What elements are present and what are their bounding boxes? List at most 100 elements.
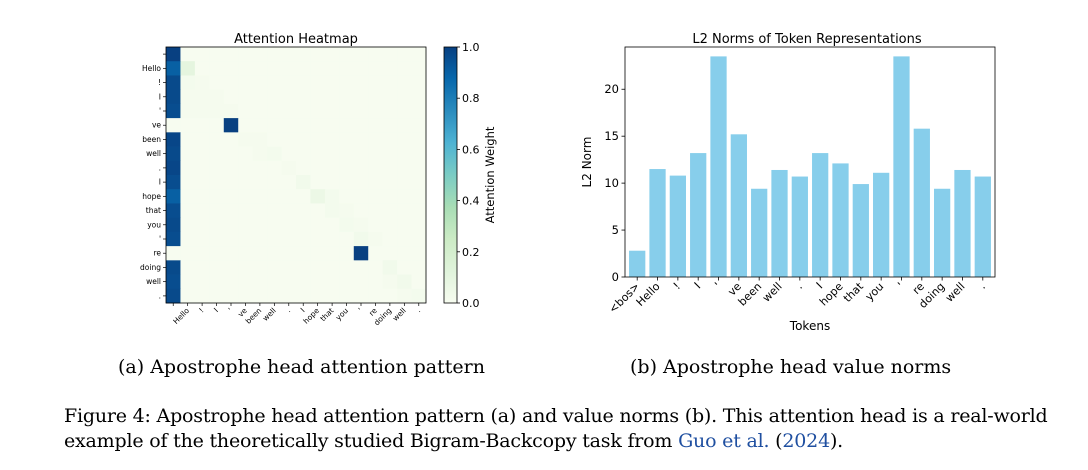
heatmap-cell xyxy=(281,61,297,76)
heatmap-cell xyxy=(339,217,355,233)
heatmap-cell xyxy=(310,146,326,162)
heatmap-y-tick-label: Hello xyxy=(142,64,161,73)
heatmap-cell xyxy=(310,274,326,290)
heatmap-cell xyxy=(411,160,427,176)
heatmap-cell xyxy=(238,203,254,219)
heatmap-cell xyxy=(353,246,369,261)
heatmap-cell xyxy=(194,89,210,105)
heatmap-cell xyxy=(252,89,268,105)
bar-x-tick-label: ! xyxy=(671,280,683,292)
heatmap-cell xyxy=(339,146,355,162)
heatmap-y-tick-label: I xyxy=(159,178,161,187)
heatmap-cell xyxy=(382,189,398,204)
heatmap-cell xyxy=(209,160,225,176)
heatmap-cell xyxy=(209,246,225,261)
heatmap-y-tick-label: hope xyxy=(142,192,161,201)
heatmap-cell xyxy=(223,118,239,133)
heatmap-cell xyxy=(296,260,311,275)
colorbar-ticks: 0.0 0.2 0.4 0.6 0.8 1.0 xyxy=(457,41,480,310)
heatmap-cell xyxy=(194,203,210,219)
heatmap-y-tick-label: . xyxy=(159,163,161,172)
heatmap-y-tick-label: well xyxy=(146,149,161,158)
heatmap-cell xyxy=(238,175,254,190)
heatmap-cell xyxy=(209,47,225,62)
heatmap-cell xyxy=(353,118,369,133)
heatmap-cell xyxy=(324,118,340,133)
heatmap-cell xyxy=(166,47,181,62)
heatmap-cell xyxy=(296,189,311,204)
bar xyxy=(690,153,707,277)
heatmap-cell xyxy=(382,217,398,233)
heatmap-cell xyxy=(281,146,297,162)
heatmap-cell xyxy=(209,274,225,290)
bar-x-tick-label: well xyxy=(760,280,785,305)
heatmap-cell xyxy=(223,175,239,190)
heatmap-cell xyxy=(194,217,210,233)
bar xyxy=(751,188,768,277)
heatmap-cell xyxy=(368,118,384,133)
heatmap-cell xyxy=(324,203,340,219)
heatmap-cell xyxy=(368,231,384,247)
heatmap-cell xyxy=(166,231,181,247)
heatmap-cell xyxy=(166,217,181,233)
heatmap-cell xyxy=(281,103,297,119)
heatmap-cell xyxy=(209,175,225,190)
heatmap-cell xyxy=(252,260,268,275)
heatmap-cell xyxy=(194,118,210,133)
heatmap-cell xyxy=(397,175,412,190)
heatmap-cell xyxy=(382,175,398,190)
heatmap-cell xyxy=(281,175,297,190)
citation-year-link[interactable]: 2024 xyxy=(782,430,830,452)
bar xyxy=(934,188,951,277)
heatmap-cell xyxy=(252,274,268,290)
heatmap-cell xyxy=(411,175,427,190)
heatmap-cell xyxy=(296,288,311,304)
bar-x-tick-label: I xyxy=(692,280,703,291)
heatmap-cell xyxy=(267,217,282,233)
citation-authors-link[interactable]: Guo et al. xyxy=(678,430,770,452)
heatmap-cell xyxy=(180,274,196,290)
heatmap-cell xyxy=(353,189,369,204)
heatmap-cell xyxy=(180,146,196,162)
heatmap-cell xyxy=(238,75,254,91)
heatmap-cell xyxy=(324,274,340,290)
heatmap-cell xyxy=(194,103,210,119)
heatmap-cell xyxy=(194,160,210,176)
heatmap-cell xyxy=(267,47,282,62)
heatmap-cell xyxy=(238,47,254,62)
heatmap-cell xyxy=(238,231,254,247)
heatmap-cell xyxy=(368,89,384,105)
heatmap-cell xyxy=(397,217,412,233)
heatmap-x-tick-label: ' xyxy=(227,306,235,314)
bar xyxy=(812,153,829,277)
heatmap-cell xyxy=(368,189,384,204)
heatmap-cell xyxy=(411,118,427,133)
heatmap-cell xyxy=(397,231,412,247)
bar-x-tick-label: ' xyxy=(712,280,723,291)
heatmap-cell xyxy=(252,132,268,147)
heatmap-y-tick-label: ' xyxy=(159,107,161,116)
heatmap-cell xyxy=(310,217,326,233)
colorbar-label: Attention Weight xyxy=(483,126,497,223)
heatmap-cell xyxy=(310,118,326,133)
heatmap-cell xyxy=(324,132,340,147)
heatmap-cell xyxy=(339,61,355,76)
heatmap-cell xyxy=(296,146,311,162)
heatmap-cell xyxy=(411,89,427,105)
heatmap-cell xyxy=(180,189,196,204)
heatmap-cell xyxy=(310,175,326,190)
heatmap-cell xyxy=(339,118,355,133)
bar xyxy=(629,250,646,277)
heatmap-cell xyxy=(223,160,239,176)
heatmap-cell xyxy=(238,274,254,290)
heatmap-x-tick-label: re xyxy=(367,306,379,318)
heatmap-cell xyxy=(324,146,340,162)
heatmap-y-tick-label: ' xyxy=(159,235,161,244)
heatmap-cell xyxy=(223,260,239,275)
heatmap-cell xyxy=(397,203,412,219)
heatmap-y-tick-label: well xyxy=(146,277,161,286)
heatmap-cell xyxy=(209,75,225,91)
colorbar xyxy=(443,46,458,304)
heatmap-cell xyxy=(166,274,181,290)
heatmap-cell xyxy=(296,118,311,133)
